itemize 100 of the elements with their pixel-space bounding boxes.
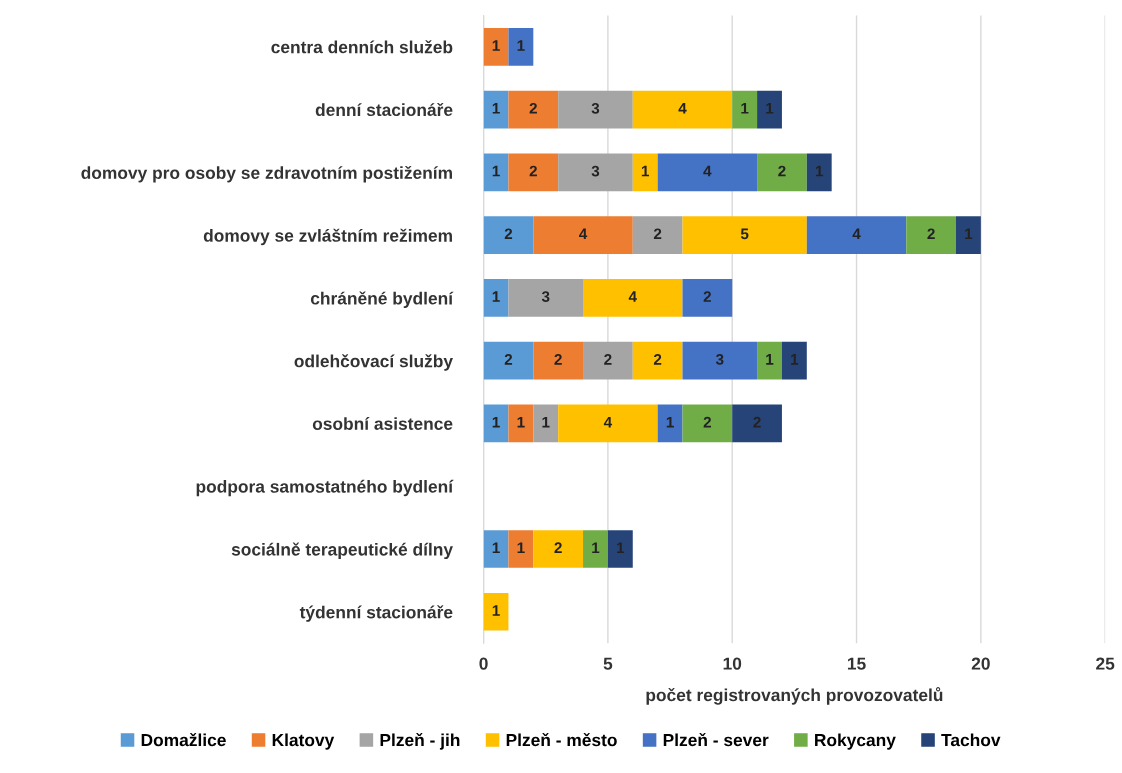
data-label: 1 [815, 165, 824, 177]
data-label: 1 [492, 40, 500, 51]
bar [508, 530, 534, 568]
y-tick-label: osobní asistence [312, 417, 453, 430]
bar [632, 90, 733, 129]
data-label: 3 [591, 102, 600, 114]
bar [558, 153, 633, 192]
legend-label: Plzeň - sever [663, 733, 769, 747]
data-label: 1 [666, 416, 674, 428]
y-tick-label: chráněné bydlení [310, 291, 454, 308]
bar [558, 404, 658, 443]
data-label: 4 [628, 291, 637, 302]
data-label: 2 [554, 542, 562, 553]
bar [757, 90, 782, 129]
bar [508, 279, 584, 317]
x-tick-label: 25 [1096, 657, 1115, 670]
data-label: 4 [852, 228, 861, 240]
bar [657, 153, 758, 192]
data-label: 1 [492, 542, 500, 553]
bar [483, 153, 509, 192]
x-tick-label: 5 [603, 657, 613, 670]
bar [657, 404, 683, 443]
data-label: 1 [791, 354, 799, 365]
data-label: 4 [579, 228, 588, 240]
data-label: 2 [927, 228, 935, 240]
x-axis-title: počet registrovaných provozovatelů [646, 687, 943, 705]
bar [806, 153, 832, 192]
data-label: 2 [529, 102, 537, 114]
bar [483, 404, 509, 443]
bar [583, 279, 683, 317]
y-tick-label: denní stacionáře [315, 102, 453, 117]
data-label: 2 [504, 353, 513, 365]
bar [533, 404, 559, 443]
data-label: 1 [617, 542, 625, 553]
data-label: 1 [492, 103, 500, 114]
data-label: 2 [703, 416, 711, 428]
data-label: 1 [517, 416, 525, 428]
data-label: 2 [554, 353, 562, 365]
data-label: 2 [604, 353, 612, 365]
y-tick-label: centra denních služeb [271, 40, 453, 54]
bar [483, 341, 534, 380]
data-label: 2 [778, 165, 786, 177]
data-label: 2 [529, 165, 537, 177]
x-tick-label: 15 [847, 657, 866, 670]
legend-label: Tachov [941, 733, 1001, 747]
bar [558, 90, 633, 129]
data-label: 1 [492, 416, 500, 428]
data-label: 4 [703, 165, 712, 177]
bar [682, 216, 807, 254]
data-label: 3 [715, 353, 724, 365]
bar [632, 153, 658, 192]
x-tick-label: 10 [723, 657, 742, 670]
data-label: 2 [653, 228, 662, 240]
data-label: 1 [766, 103, 774, 114]
bar [483, 216, 534, 254]
legend-label: Klatovy [272, 733, 335, 750]
y-tick-label: podpora samostatného bydlení [196, 479, 454, 497]
bar [781, 341, 807, 380]
bar [682, 404, 733, 443]
bar [533, 341, 584, 380]
legend-label: Rokycany [815, 733, 896, 750]
bar [906, 216, 956, 254]
legend-label: Domažlice [141, 733, 226, 747]
x-tick-label: 0 [479, 657, 488, 670]
bar [483, 279, 509, 317]
bar [483, 530, 509, 568]
data-label: 2 [504, 228, 513, 240]
y-tick-label: sociálně terapeutické dílny [231, 542, 453, 560]
y-tick-label: domovy pro osoby se zdravotním postižením [81, 165, 452, 183]
bar [632, 216, 683, 254]
bar [483, 592, 509, 631]
data-label: 2 [703, 291, 711, 302]
bar [632, 341, 683, 380]
data-label: 1 [492, 605, 500, 616]
y-tick-label: týdenní stacionáře [299, 605, 453, 622]
data-label: 3 [591, 165, 600, 177]
legend-label: Plzeň - město [506, 733, 617, 747]
data-label: 4 [603, 416, 613, 428]
data-label: 2 [653, 353, 662, 365]
bar [583, 530, 608, 568]
y-tick-label: domovy se zvláštním režimem [203, 228, 452, 246]
data-label: 1 [517, 542, 525, 553]
data-label: 1 [517, 40, 525, 51]
bar [483, 28, 509, 66]
bar [533, 530, 584, 568]
bar [508, 153, 559, 192]
x-tick-label: 20 [971, 657, 990, 670]
bar [583, 341, 633, 380]
data-label: 1 [492, 165, 500, 177]
bar [682, 279, 733, 317]
legend-label: Plzeň - jih [380, 733, 460, 750]
data-label: 4 [678, 103, 687, 114]
bar [533, 216, 633, 254]
bar [806, 216, 907, 254]
bar [607, 530, 633, 568]
data-label: 1 [641, 165, 650, 177]
bar [483, 90, 509, 129]
data-label: 1 [492, 291, 500, 302]
y-tick-label: odlehčovací služby [294, 354, 453, 371]
bar [732, 90, 758, 129]
